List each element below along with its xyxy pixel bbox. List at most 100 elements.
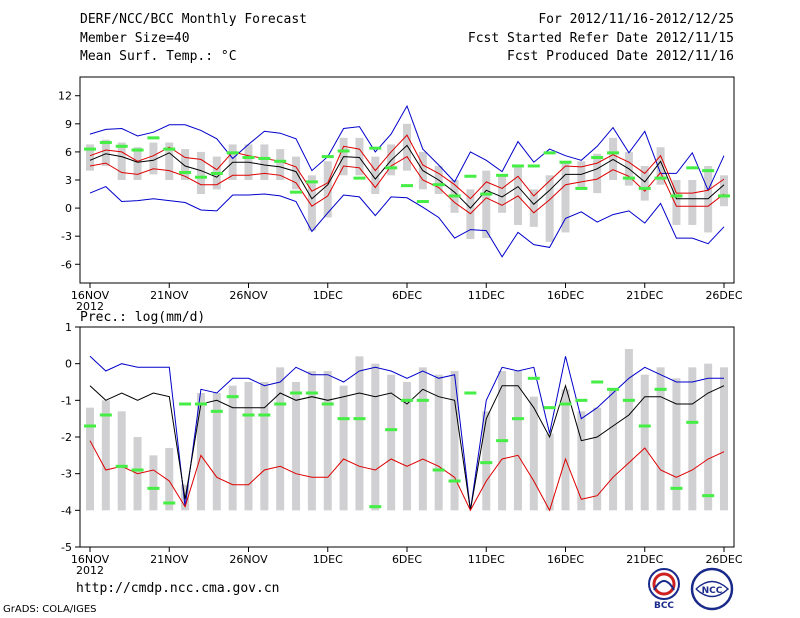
- temp-observed-marker: [448, 194, 461, 198]
- temp-spread-bar: [101, 139, 110, 166]
- temp-spread-bar: [656, 147, 665, 185]
- temp-x-year-label: 2012: [76, 300, 104, 313]
- temp-spread-bar: [165, 142, 174, 180]
- temp-y-tick-label: 6: [65, 146, 72, 159]
- temp-spread-bar: [149, 142, 158, 175]
- temp-observed-marker: [670, 194, 683, 198]
- temp-observed-marker: [638, 186, 651, 190]
- temp-y-tick-label: 12: [58, 90, 72, 103]
- precip-chart-title: Prec.: log(mm/d): [80, 310, 206, 325]
- temp-spread-bar: [498, 175, 507, 213]
- temp-spread-bar: [86, 144, 94, 171]
- temp-y-tick-label: -3: [61, 230, 72, 243]
- temp-x-tick-label: 11DEC: [468, 289, 505, 302]
- temp-observed-marker: [480, 192, 493, 196]
- temp-observed-marker: [432, 183, 445, 187]
- temp-spread-bar: [577, 161, 586, 190]
- temp-observed-marker: [718, 194, 730, 198]
- temp-observed-marker: [511, 164, 524, 168]
- temp-y-tick-label: 0: [65, 202, 72, 215]
- temp-series-ensemble-bottom: [89, 186, 725, 258]
- temp-spread-bar: [371, 156, 380, 195]
- temp-spread-bar: [561, 163, 570, 233]
- temp-spread-bar: [720, 175, 728, 207]
- temp-y-tick-label: 3: [65, 174, 72, 187]
- temp-series-ensemble-lower: [89, 155, 725, 215]
- temp-observed-marker: [607, 151, 620, 155]
- temp-spread-bar: [181, 149, 190, 180]
- temp-spread-bar: [403, 123, 411, 171]
- temp-observed-marker: [496, 173, 509, 177]
- temp-series-ensemble-mean: [89, 144, 725, 209]
- bcc-logo-text: BCC: [654, 601, 674, 610]
- grads-credit: GrADS: COLA/IGES: [3, 604, 97, 615]
- temp-observed-marker: [163, 147, 176, 151]
- temp-observed-marker: [543, 151, 556, 155]
- temp-observed-marker: [84, 147, 96, 151]
- temp-observed-marker: [147, 136, 160, 140]
- temp-x-tick-label: 21NOV: [150, 289, 189, 302]
- temp-observed-marker: [464, 174, 477, 178]
- temp-observed-marker: [258, 156, 271, 160]
- temp-spread-bar: [307, 175, 316, 231]
- temp-observed-marker: [226, 151, 239, 155]
- temp-observed-marker: [194, 175, 207, 179]
- fcst-started-date: Fcst Started Refer Date 2012/11/15: [467, 31, 734, 46]
- temp-observed-marker: [527, 164, 540, 168]
- temp-y-tick-label: 9: [65, 118, 72, 131]
- temp-observed-marker: [686, 166, 699, 170]
- ncc-logo-icon: NCC: [690, 567, 734, 611]
- temp-plot-frame: [79, 76, 735, 284]
- temp-spread-bar: [196, 151, 205, 195]
- bcc-logo-icon: BCC: [648, 568, 680, 610]
- temp-x-tick-label: 21DEC: [626, 289, 663, 302]
- fcst-produced-date: Fcst Produced Date 2012/11/16: [507, 49, 734, 64]
- temp-x-tick-label: 16DEC: [547, 289, 584, 302]
- temp-observed-marker: [702, 169, 715, 173]
- temp-x-tick-label: 1DEC: [313, 289, 343, 302]
- temp-observed-marker: [337, 149, 350, 153]
- temp-observed-marker: [210, 171, 223, 175]
- temp-x-tick-label: 6DEC: [392, 289, 422, 302]
- temp-y-tick-label: -6: [61, 258, 72, 271]
- temp-observed-marker: [369, 146, 382, 150]
- temp-observed-marker: [290, 190, 303, 194]
- temp-x-tick-label: 26DEC: [705, 289, 742, 302]
- ncc-logo-text: NCC: [702, 586, 723, 596]
- temp-spread-bar: [292, 156, 301, 190]
- temp-series-ensemble-min: [89, 134, 725, 200]
- temp-spread-bar: [260, 144, 269, 180]
- temp-spread-bar: [672, 180, 681, 225]
- temp-spread-bar: [355, 137, 364, 176]
- temp-observed-marker: [131, 148, 144, 152]
- variable-label: Mean Surf. Temp.: °C: [80, 49, 237, 64]
- temp-observed-marker: [401, 184, 413, 188]
- member-size: Member Size=40: [80, 31, 190, 46]
- temp-spread-bar: [117, 142, 126, 180]
- temp-spread-bar: [133, 147, 142, 180]
- temp-spread-bar: [276, 149, 285, 180]
- footer-url[interactable]: http://cmdp.ncc.cma.gov.cn: [76, 581, 280, 596]
- temp-observed-marker: [305, 180, 318, 184]
- temp-observed-marker: [622, 176, 635, 180]
- temp-observed-marker: [274, 159, 287, 163]
- temp-observed-marker: [385, 166, 398, 170]
- temp-observed-marker: [99, 141, 112, 145]
- temp-spread-bar: [640, 165, 649, 201]
- temp-observed-marker: [115, 144, 128, 148]
- temp-observed-marker: [654, 176, 667, 180]
- temp-observed-marker: [575, 186, 588, 190]
- chart-title: DERF/NCC/BCC Monthly Forecast: [80, 12, 307, 27]
- temp-series-ensemble-max: [89, 104, 725, 192]
- forecast-period: For 2012/11/16-2012/12/25: [538, 12, 734, 27]
- temp-observed-marker: [242, 156, 255, 160]
- temp-x-tick-label: 16NOV: [71, 289, 110, 302]
- temp-x-tick-label: 26NOV: [229, 289, 268, 302]
- temp-observed-marker: [559, 160, 572, 164]
- temp-spread-bar: [482, 170, 491, 239]
- temp-spread-bar: [593, 153, 602, 194]
- temp-spread-bar: [323, 161, 332, 218]
- temp-observed-marker: [416, 200, 429, 204]
- temp-observed-marker: [321, 155, 334, 159]
